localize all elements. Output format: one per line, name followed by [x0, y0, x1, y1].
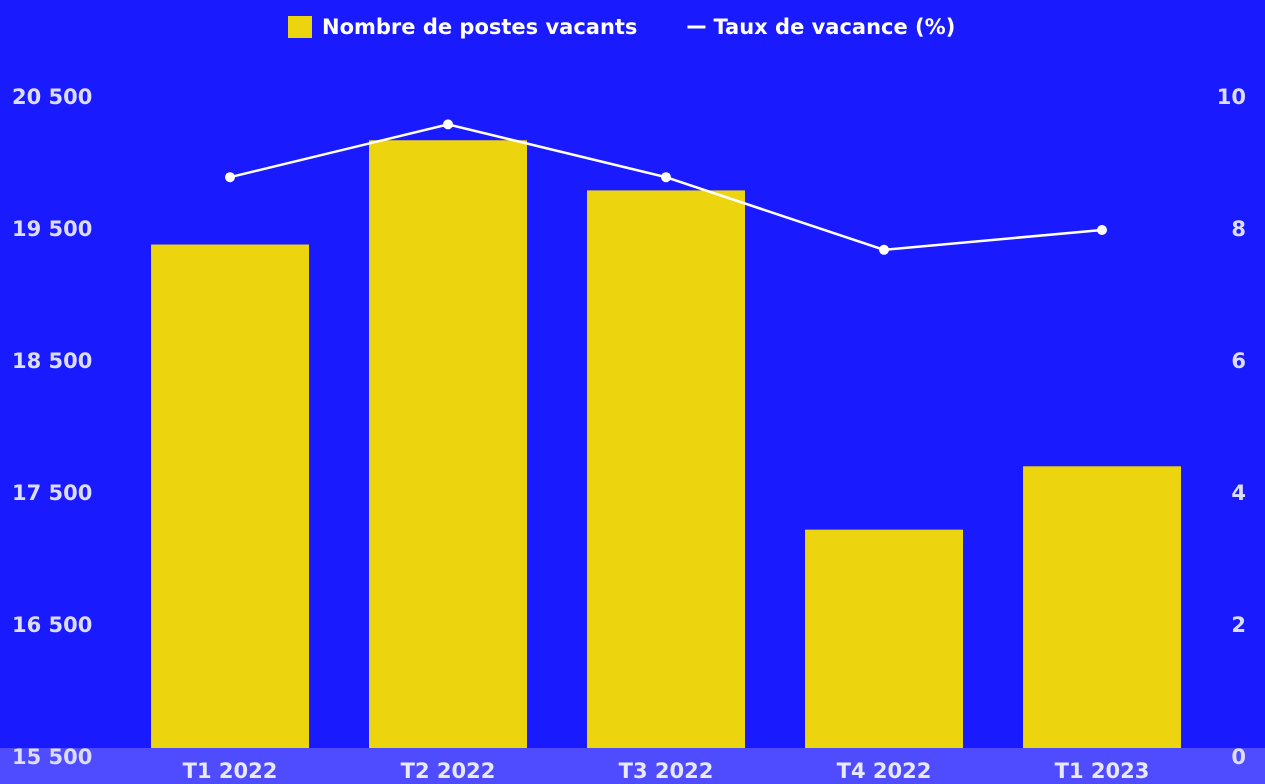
y-tick-label: 18 500	[12, 349, 92, 373]
line-point	[1097, 225, 1107, 235]
y2-tick-label: 6	[1231, 349, 1246, 373]
y-tick-label: 17 500	[12, 481, 92, 505]
y2-tick-label: 4	[1231, 481, 1246, 505]
x-tick-label: T3 2022	[619, 759, 714, 783]
y-tick-label: 20 500	[12, 85, 92, 109]
x-tick-label: T1 2022	[183, 759, 278, 783]
y2-tick-label: 2	[1231, 613, 1246, 637]
line-point	[661, 172, 671, 183]
bar	[369, 140, 527, 759]
line-point	[225, 172, 235, 183]
line-point	[443, 119, 453, 130]
x-tick-label: T2 2022	[401, 759, 496, 783]
y-tick-label: 15 500	[12, 745, 92, 769]
legend-swatch	[288, 16, 312, 38]
bar	[587, 190, 745, 758]
bar	[151, 244, 309, 758]
y2-tick-label: 8	[1231, 217, 1246, 241]
legend-label: Taux de vacance (%)	[713, 15, 955, 39]
y2-tick-label: 0	[1231, 745, 1246, 769]
x-tick-label: T1 2023	[1055, 759, 1150, 783]
y-tick-label: 16 500	[12, 613, 92, 637]
y2-tick-label: 10	[1217, 85, 1246, 109]
y-tick-label: 19 500	[12, 217, 92, 241]
bar	[1023, 466, 1181, 758]
line-point	[879, 244, 889, 255]
legend-label: Nombre de postes vacants	[322, 15, 637, 39]
bar	[805, 529, 963, 758]
bottom-band	[0, 748, 1265, 784]
x-tick-label: T4 2022	[837, 759, 932, 783]
